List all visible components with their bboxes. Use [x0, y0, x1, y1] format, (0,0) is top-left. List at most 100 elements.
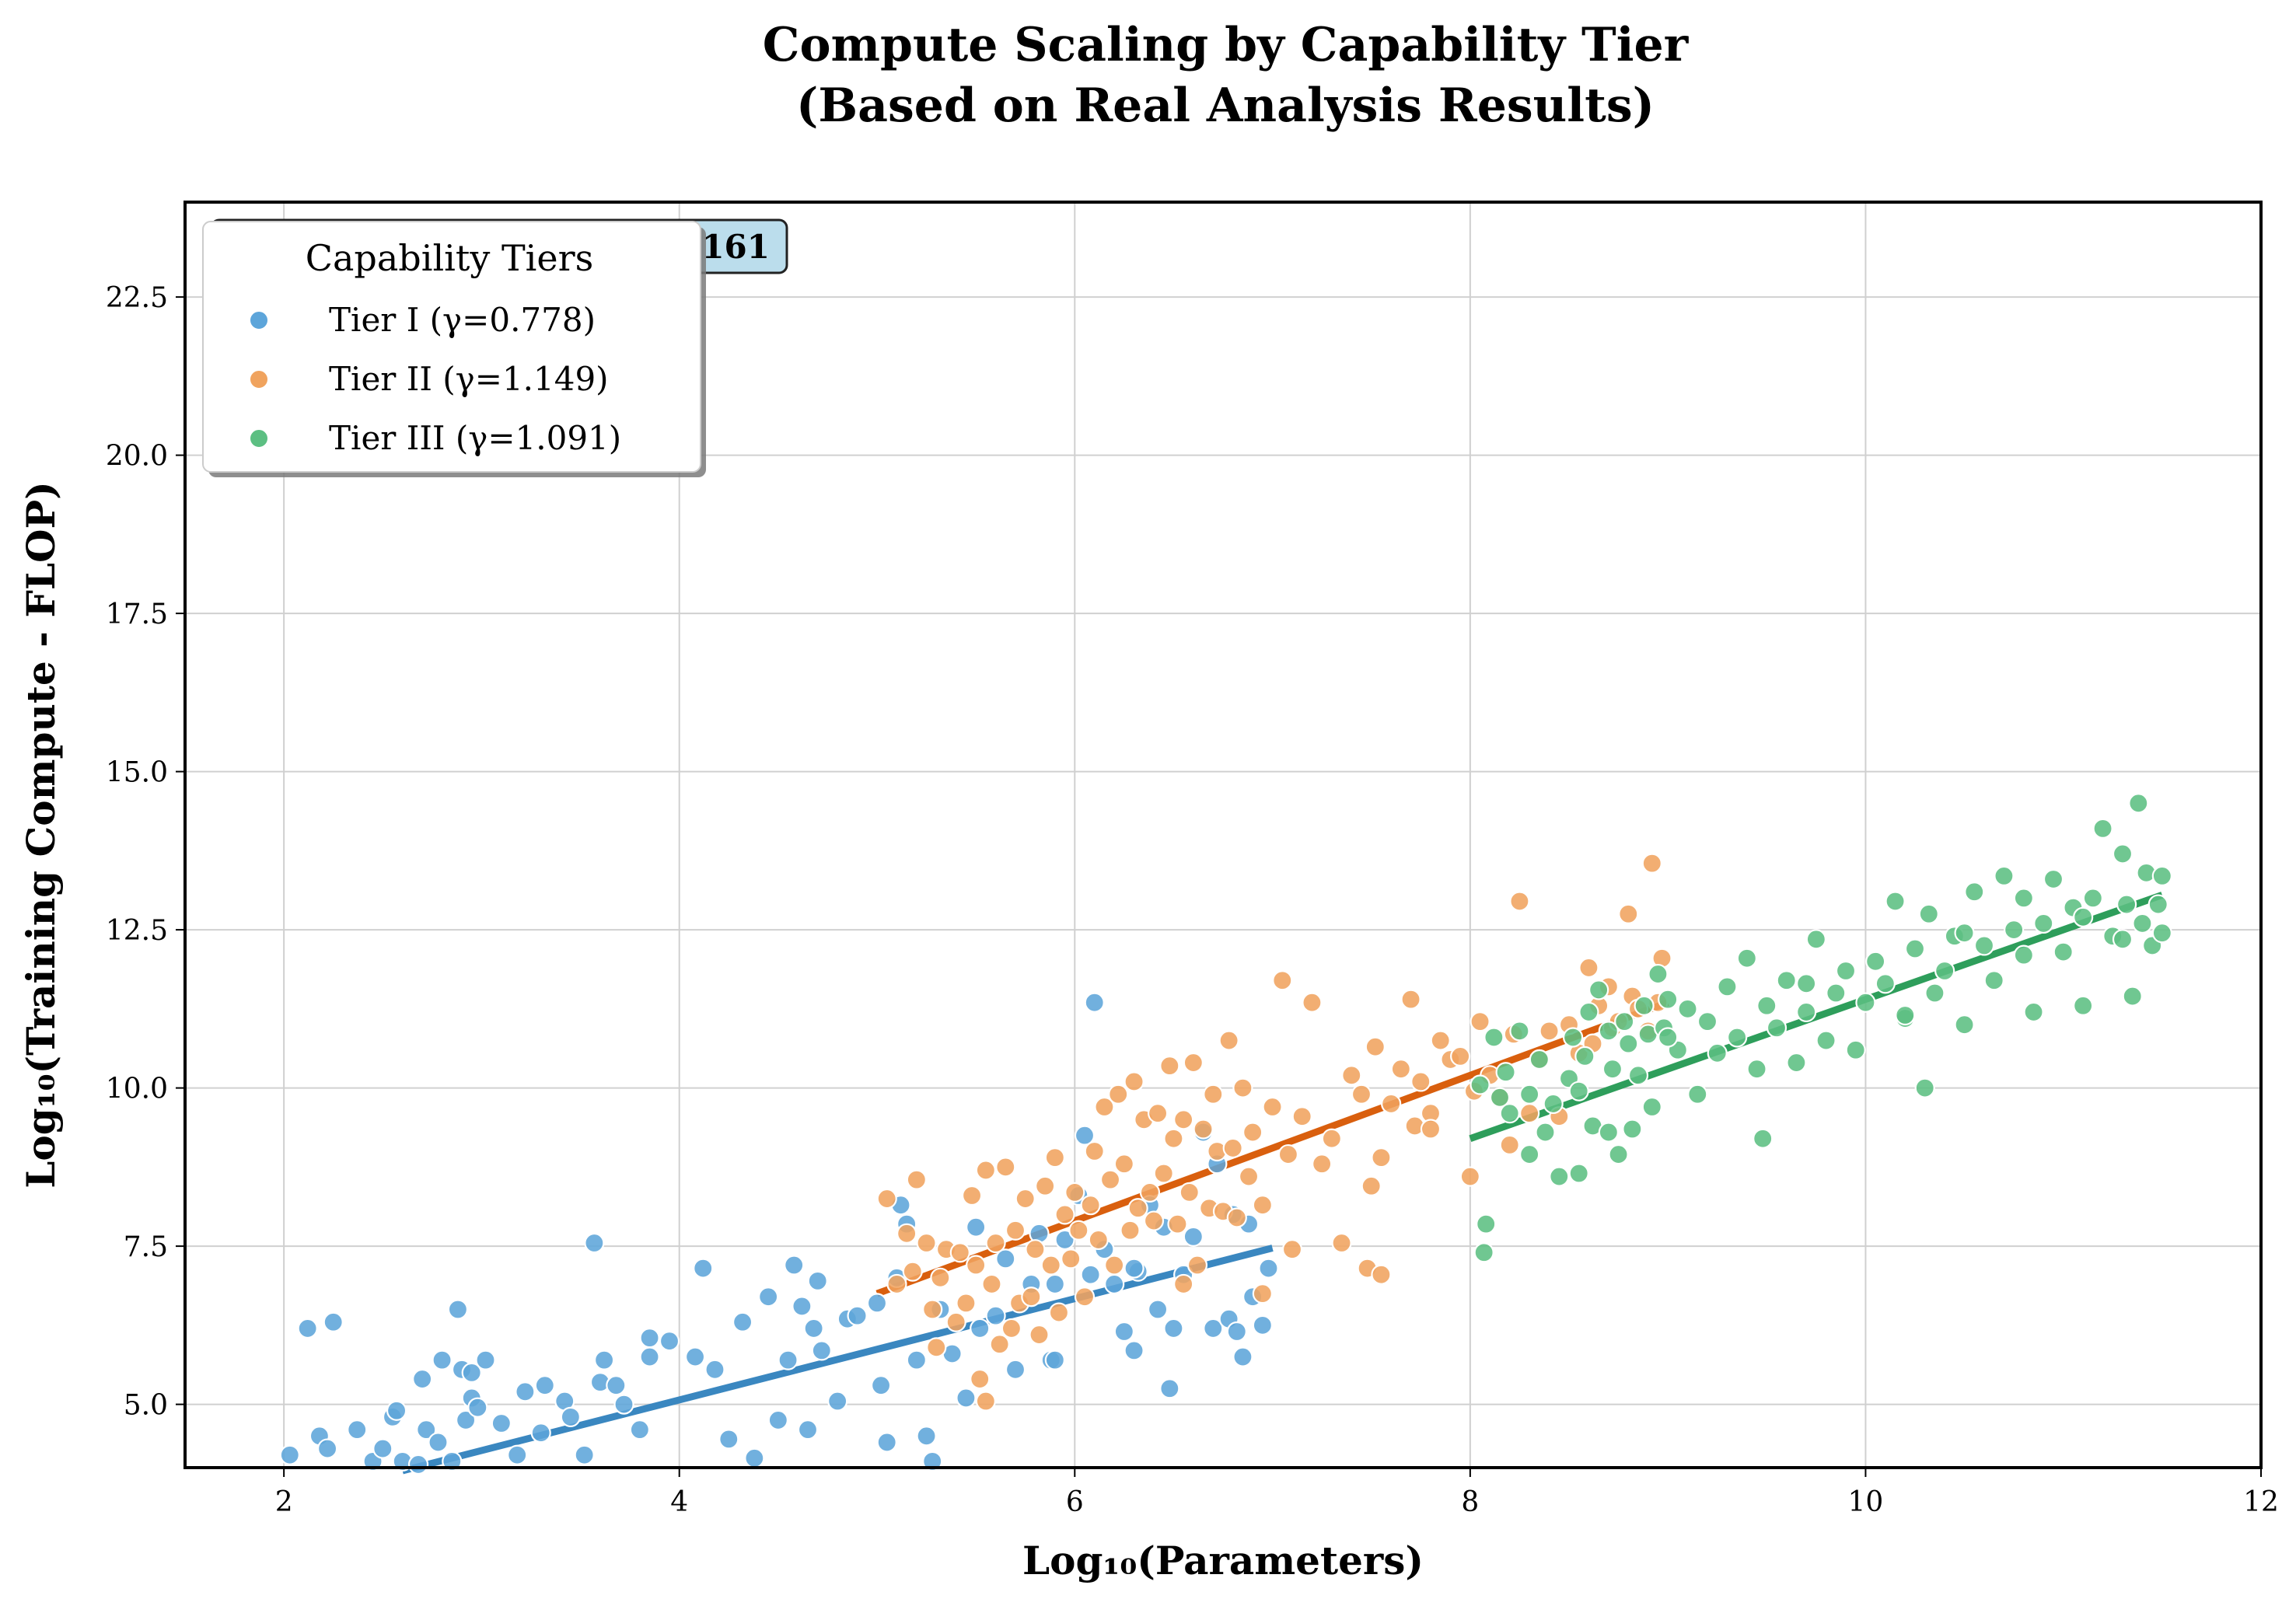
- data-point: [1044, 1147, 1065, 1168]
- data-point: [1568, 1163, 1589, 1184]
- data-point: [1924, 983, 1945, 1004]
- data-point: [1499, 1134, 1520, 1155]
- data-point: [1736, 948, 1757, 969]
- data-point: [1964, 882, 1985, 902]
- data-point: [1717, 976, 1738, 997]
- data-point: [1025, 1239, 1046, 1260]
- data-point: [1159, 1378, 1180, 1399]
- data-point: [1954, 923, 1975, 944]
- data-point: [758, 1287, 779, 1307]
- data-point: [1094, 1096, 1115, 1118]
- data-point: [1281, 1239, 1303, 1260]
- data-point: [1061, 1248, 1082, 1269]
- plot-frame: [183, 201, 2263, 1469]
- data-point: [1954, 1014, 1975, 1035]
- data-point: [1627, 1065, 1649, 1086]
- data-point: [1173, 1273, 1194, 1295]
- data-point: [639, 1346, 660, 1367]
- data-point: [1159, 1056, 1180, 1077]
- data-point: [684, 1346, 706, 1367]
- data-point: [1029, 1324, 1050, 1346]
- data-point: [1351, 1084, 1372, 1105]
- data-point: [1054, 1229, 1075, 1251]
- data-point: [1167, 1213, 1188, 1234]
- data-point: [876, 1432, 897, 1453]
- data-point: [2151, 865, 2172, 887]
- data-point: [847, 1305, 868, 1326]
- data-point: [1183, 1052, 1204, 1074]
- data-point: [1855, 992, 1876, 1013]
- data-point: [1766, 1018, 1788, 1039]
- data-point: [985, 1305, 1006, 1326]
- data-point: [1108, 1084, 1129, 1105]
- data-point: [956, 1388, 977, 1409]
- data-point: [1918, 903, 1939, 924]
- data-point: [1015, 1188, 1036, 1210]
- data-point: [1252, 1283, 1273, 1304]
- data-point: [1021, 1287, 1042, 1307]
- data-point: [515, 1381, 536, 1402]
- data-point: [1242, 1122, 1263, 1143]
- data-point: [807, 1270, 828, 1291]
- data-point: [1746, 1059, 1767, 1080]
- data-point: [704, 1359, 725, 1380]
- data-point: [922, 1299, 943, 1320]
- data-point: [297, 1318, 318, 1339]
- data-point: [1365, 1036, 1386, 1057]
- y-tick-label: 17.5: [106, 599, 168, 630]
- data-point: [2013, 944, 2034, 965]
- data-point: [1470, 1074, 1490, 1095]
- data-point: [1618, 1033, 1639, 1054]
- x-tick-label: 6: [1066, 1486, 1084, 1518]
- legend-marker-tier-3: [249, 428, 269, 449]
- data-point: [1543, 1093, 1564, 1115]
- data-point: [1005, 1359, 1026, 1380]
- data-point: [1529, 1049, 1550, 1070]
- data-point: [1450, 1046, 1471, 1067]
- data-point: [1080, 1195, 1101, 1216]
- data-point: [1845, 1039, 1866, 1060]
- data-point: [930, 1267, 951, 1288]
- data-point: [1835, 960, 1857, 982]
- data-point: [1104, 1273, 1125, 1295]
- data-point: [428, 1432, 449, 1453]
- data-point: [961, 1185, 983, 1206]
- data-point: [732, 1311, 753, 1332]
- data-point: [1895, 1004, 1916, 1026]
- data-point: [1143, 1210, 1165, 1231]
- data-point: [1127, 1198, 1148, 1219]
- data-point: [1232, 1077, 1253, 1098]
- data-point: [1262, 1096, 1283, 1118]
- data-point: [1539, 1021, 1560, 1042]
- data-point: [1048, 1302, 1070, 1323]
- data-point: [1687, 1084, 1708, 1105]
- data-point: [1252, 1195, 1273, 1216]
- data-point: [1371, 1147, 1392, 1168]
- data-point: [1753, 1128, 1774, 1149]
- data-point: [1410, 1071, 1431, 1092]
- data-point: [1381, 1093, 1402, 1115]
- data-point: [956, 1293, 977, 1314]
- data-point: [530, 1423, 551, 1444]
- data-point: [1648, 963, 1669, 985]
- data-point: [1677, 998, 1698, 1019]
- data-point: [1641, 853, 1662, 874]
- data-point: [1147, 1103, 1169, 1124]
- data-point: [985, 1232, 1006, 1254]
- data-point: [1044, 1349, 1065, 1370]
- data-point: [792, 1296, 813, 1317]
- data-point: [1163, 1128, 1184, 1149]
- data-point: [1203, 1318, 1224, 1339]
- data-point: [1495, 1062, 1516, 1083]
- data-point: [922, 1451, 943, 1472]
- data-point: [1885, 891, 1906, 912]
- data-point: [866, 1293, 888, 1314]
- data-point: [1222, 1137, 1243, 1159]
- data-point: [1226, 1207, 1247, 1228]
- data-point: [323, 1311, 344, 1332]
- data-point: [1400, 989, 1421, 1010]
- data-point: [1549, 1166, 1570, 1187]
- data-point: [1226, 1321, 1247, 1342]
- data-point: [1258, 1258, 1279, 1279]
- data-point: [970, 1368, 991, 1390]
